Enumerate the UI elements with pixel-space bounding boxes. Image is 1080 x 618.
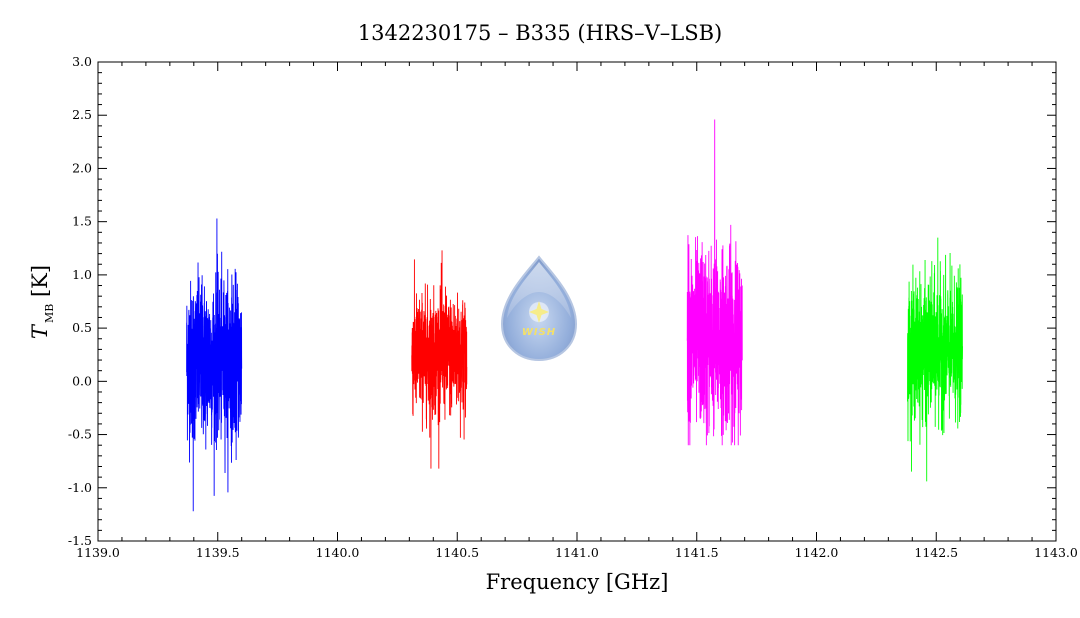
wish-logo-text: WISH	[522, 327, 556, 338]
wish-logo: WISH	[500, 255, 578, 362]
y-tick-label: -0.5	[68, 427, 92, 442]
y-axis-label-sub: MB	[43, 304, 56, 323]
chart-title: 1342230175 – B335 (HRS–V–LSB)	[358, 21, 722, 45]
y-tick-label: 2.5	[72, 107, 92, 122]
x-tick-label: 1141.5	[675, 545, 719, 560]
y-tick-label: 3.0	[72, 54, 92, 69]
x-tick-label: 1141.0	[555, 545, 599, 560]
y-tick-label: 0.0	[72, 373, 92, 388]
water-drop-highlight	[507, 262, 571, 318]
y-tick-label: -1.5	[68, 533, 92, 548]
y-tick-label: 0.5	[72, 320, 92, 335]
series-layer	[186, 119, 964, 512]
spectrum-series-1	[186, 218, 243, 512]
axes-layer: 1139.0 1139.5 1140.0 1140.5 1141.0 1141.5 1142…	[68, 54, 1078, 560]
star-icon	[529, 301, 549, 323]
y-tick-label: 1.0	[72, 267, 92, 282]
y-tick-label: -1.0	[68, 480, 92, 495]
x-tick-label: 1140.0	[316, 545, 360, 560]
plot-frame	[97, 61, 1057, 542]
x-tick-label: 1139.5	[196, 545, 240, 560]
x-tick-label: 1139.0	[76, 545, 120, 560]
spectrum-series-3	[686, 119, 743, 446]
svg-text:TMB [K]: TMB [K]	[28, 265, 56, 339]
y-axis-label-main: T	[28, 323, 52, 339]
y-axis-label-unit: [K]	[28, 265, 52, 304]
y-tick-label: 1.5	[72, 214, 92, 229]
x-tick-label: 1142.5	[914, 545, 958, 560]
x-tick-label: 1142.0	[795, 545, 839, 560]
spectrum-series-4	[907, 237, 964, 482]
x-tick-label: 1143.0	[1034, 545, 1078, 560]
x-tick-label: 1140.5	[435, 545, 479, 560]
spectrum-series-2	[411, 250, 468, 469]
y-tick-label: 2.0	[72, 160, 92, 175]
x-axis-label: Frequency [GHz]	[486, 570, 669, 594]
y-axis-label: TMB [K]	[28, 265, 56, 339]
